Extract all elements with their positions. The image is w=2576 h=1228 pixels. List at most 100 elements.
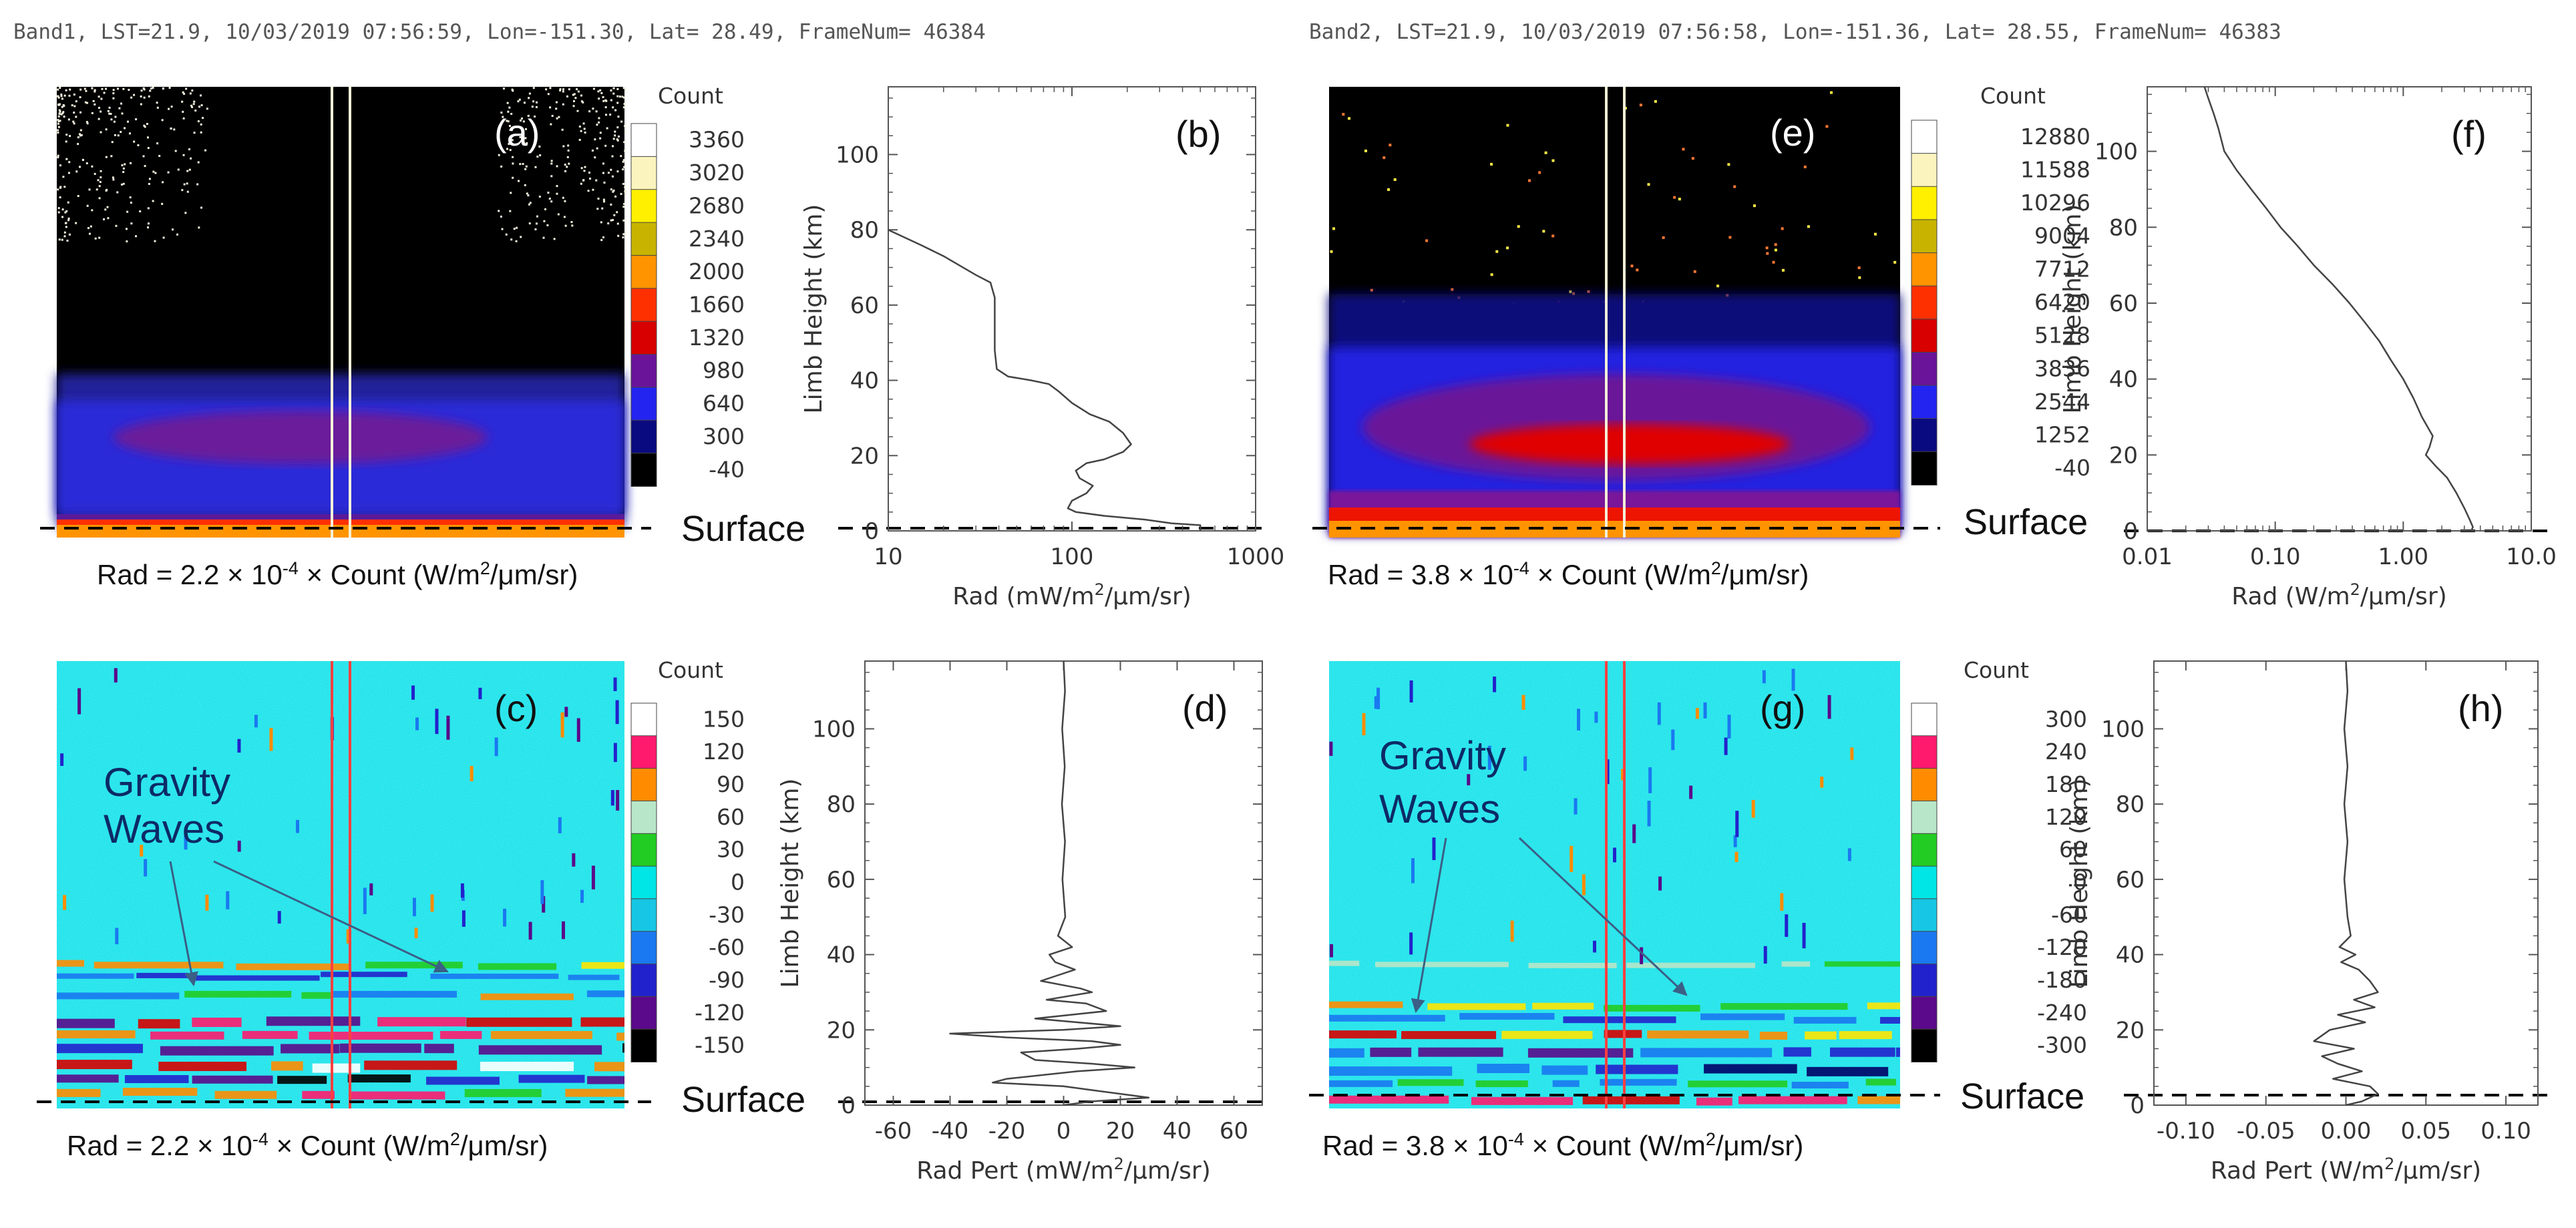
star-pixel xyxy=(79,96,81,99)
star-pixel xyxy=(106,188,108,191)
star-pixel xyxy=(140,89,143,92)
star-pixel xyxy=(588,110,591,113)
wave-stripe xyxy=(271,1061,303,1071)
star-pixel xyxy=(1551,234,1555,238)
colorbar-g-tick-label: -180 xyxy=(2037,967,2087,993)
star-pixel xyxy=(614,134,616,137)
star-pixel xyxy=(182,117,185,120)
wave-stripe xyxy=(57,992,180,1000)
star-pixel xyxy=(524,184,526,186)
star-pixel xyxy=(616,170,619,173)
noise-streak xyxy=(1594,711,1598,723)
star-pixel xyxy=(1693,270,1696,273)
colorbar-g-swatch xyxy=(1911,898,1938,932)
noise-streak xyxy=(1362,712,1366,736)
wave-stripe xyxy=(309,1032,433,1040)
star-pixel xyxy=(582,101,584,104)
wave-stripe xyxy=(1640,1048,1773,1058)
star-pixel xyxy=(602,162,604,165)
colorbar-a-title: Count xyxy=(658,83,723,109)
wave-stripe xyxy=(312,1063,361,1073)
star-pixel xyxy=(59,87,61,89)
star-pixel xyxy=(566,156,569,158)
wave-stripe xyxy=(1401,1031,1497,1040)
noise-streak xyxy=(540,880,544,904)
wave-stripe xyxy=(136,972,188,978)
wave-stripe xyxy=(1501,1030,1593,1039)
colorbar-e-tick-label: 1252 xyxy=(2034,422,2090,448)
star-pixel xyxy=(107,217,110,220)
star-pixel xyxy=(60,95,63,97)
star-pixel xyxy=(518,98,521,101)
star-pixel xyxy=(148,95,150,97)
star-pixel xyxy=(511,88,514,91)
wave-stripe xyxy=(184,990,292,998)
noise-streak xyxy=(615,700,619,725)
star-pixel xyxy=(57,154,59,157)
star-pixel xyxy=(88,232,91,235)
star-pixel xyxy=(79,88,82,91)
noise-streak xyxy=(1411,858,1415,883)
noise-streak xyxy=(1409,680,1413,702)
star-pixel xyxy=(546,224,549,226)
star-pixel xyxy=(59,164,61,167)
star-pixel xyxy=(622,96,625,99)
colorbar-a-swatch xyxy=(630,419,657,454)
star-pixel xyxy=(192,103,195,106)
star-pixel xyxy=(1495,250,1499,253)
wave-stripe xyxy=(1528,962,1617,968)
colorbar-a-swatch xyxy=(630,254,657,289)
wave-stripe xyxy=(302,1090,335,1099)
y-tick-label: 20 xyxy=(2116,1017,2145,1044)
wave-stripe xyxy=(1600,1078,1677,1086)
star-pixel xyxy=(62,176,65,178)
star-pixel xyxy=(200,206,203,209)
gravity-label-g-line2: Waves xyxy=(1379,787,1500,831)
star-pixel xyxy=(1490,162,1493,166)
star-pixel xyxy=(1893,260,1897,264)
star-pixel xyxy=(556,185,558,188)
star-pixel xyxy=(610,168,612,171)
star-pixel xyxy=(550,160,553,162)
plot-b-ylabel: Limb Height (km) xyxy=(800,204,827,414)
star-pixel xyxy=(73,112,75,114)
noise-streak xyxy=(1432,837,1436,861)
star-pixel xyxy=(112,89,115,91)
star-pixel xyxy=(57,132,59,134)
x-tick-label: -60 xyxy=(875,1118,912,1145)
star-pixel xyxy=(72,120,75,123)
x-tick-label: 0.10 xyxy=(2250,544,2301,570)
x-tick-label: 100 xyxy=(1051,544,1094,570)
star-pixel xyxy=(580,167,583,170)
star-pixel xyxy=(125,228,128,230)
wave-stripe xyxy=(1329,1080,1393,1087)
panel-label-a: (a) xyxy=(494,112,540,154)
star-pixel xyxy=(84,101,87,104)
noise-streak xyxy=(1570,845,1574,872)
wave-stripe xyxy=(1329,1014,1445,1022)
star-pixel xyxy=(115,224,118,227)
noise-streak xyxy=(1820,777,1824,788)
image-panel-a: (a) xyxy=(57,87,626,538)
wave-stripe xyxy=(1329,1048,1364,1058)
star-pixel xyxy=(114,116,117,118)
star-pixel xyxy=(624,190,626,193)
y-tick-label: 20 xyxy=(850,443,879,469)
star-pixel xyxy=(198,106,201,108)
star-pixel xyxy=(596,147,598,150)
star-pixel xyxy=(624,186,626,188)
star-pixel xyxy=(502,119,505,122)
colorbar-a-swatch xyxy=(630,354,657,388)
star-pixel xyxy=(561,128,564,131)
star-pixel xyxy=(536,101,538,104)
wave-stripe xyxy=(1805,1031,1837,1040)
star-pixel xyxy=(1364,149,1367,152)
star-pixel xyxy=(181,100,184,103)
colorbar-c-swatch xyxy=(630,898,657,932)
y-tick-label: 60 xyxy=(2116,867,2145,893)
star-pixel xyxy=(567,144,570,147)
star-pixel xyxy=(57,120,60,123)
star-pixel xyxy=(94,89,96,91)
star-pixel xyxy=(522,120,525,123)
star-pixel xyxy=(1490,273,1493,276)
